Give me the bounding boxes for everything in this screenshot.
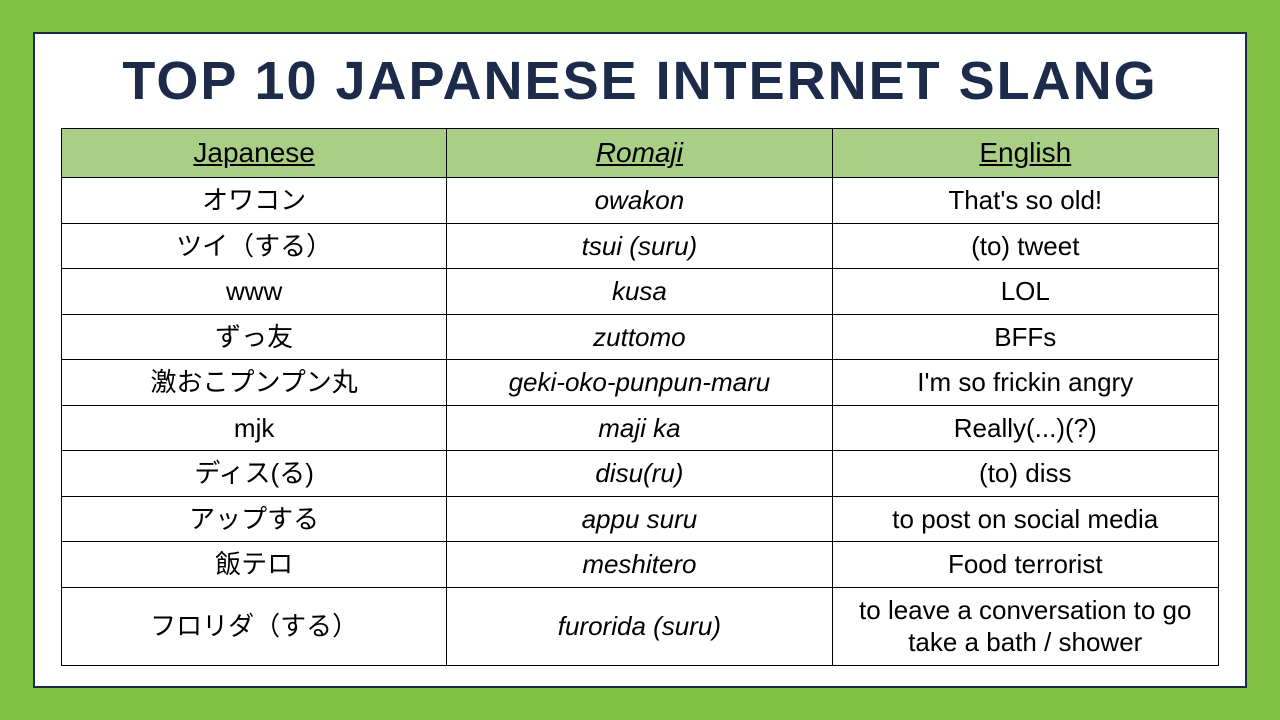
cell-romaji: zuttomo [447,314,832,360]
cell-english: to post on social media [832,496,1218,542]
table-row: www kusa LOL [62,269,1219,315]
header-english: English [832,129,1218,178]
slang-table: Japanese Romaji English オワコン owakon That… [61,128,1219,666]
cell-english: BFFs [832,314,1218,360]
table-header-row: Japanese Romaji English [62,129,1219,178]
cell-japanese: 飯テロ [62,542,447,588]
cell-romaji: maji ka [447,405,832,451]
table-row: mjk maji ka Really(...)(?) [62,405,1219,451]
infographic-card: TOP 10 JAPANESE INTERNET SLANG Japanese … [33,32,1247,688]
cell-japanese: 激おこプンプン丸 [62,360,447,406]
table-row: ディス(る) disu(ru) (to) diss [62,451,1219,497]
cell-romaji: tsui (suru) [447,223,832,269]
cell-english: That's so old! [832,178,1218,224]
cell-romaji: kusa [447,269,832,315]
cell-romaji: owakon [447,178,832,224]
cell-japanese: www [62,269,447,315]
table-row: 激おこプンプン丸 geki-oko-punpun-maru I'm so fri… [62,360,1219,406]
cell-english: I'm so frickin angry [832,360,1218,406]
table-row: ツイ（する） tsui (suru) (to) tweet [62,223,1219,269]
cell-english: (to) tweet [832,223,1218,269]
cell-english: Really(...)(?) [832,405,1218,451]
cell-japanese: アップする [62,496,447,542]
cell-romaji: meshitero [447,542,832,588]
cell-english: LOL [832,269,1218,315]
page-title: TOP 10 JAPANESE INTERNET SLANG [61,50,1219,112]
cell-romaji: appu suru [447,496,832,542]
cell-english: Food terrorist [832,542,1218,588]
cell-japanese: ツイ（する） [62,223,447,269]
cell-japanese: ディス(る) [62,451,447,497]
table-row: アップする appu suru to post on social media [62,496,1219,542]
cell-japanese: ずっ友 [62,314,447,360]
cell-romaji: disu(ru) [447,451,832,497]
cell-romaji: furorida (suru) [447,587,832,665]
cell-english: (to) diss [832,451,1218,497]
header-romaji: Romaji [447,129,832,178]
table-row: フロリダ（する） furorida (suru) to leave a conv… [62,587,1219,665]
cell-romaji: geki-oko-punpun-maru [447,360,832,406]
table-row: ずっ友 zuttomo BFFs [62,314,1219,360]
table-row: オワコン owakon That's so old! [62,178,1219,224]
cell-japanese: mjk [62,405,447,451]
header-japanese: Japanese [62,129,447,178]
table-row: 飯テロ meshitero Food terrorist [62,542,1219,588]
cell-japanese: オワコン [62,178,447,224]
cell-english: to leave a conversation to go take a bat… [832,587,1218,665]
cell-japanese: フロリダ（する） [62,587,447,665]
